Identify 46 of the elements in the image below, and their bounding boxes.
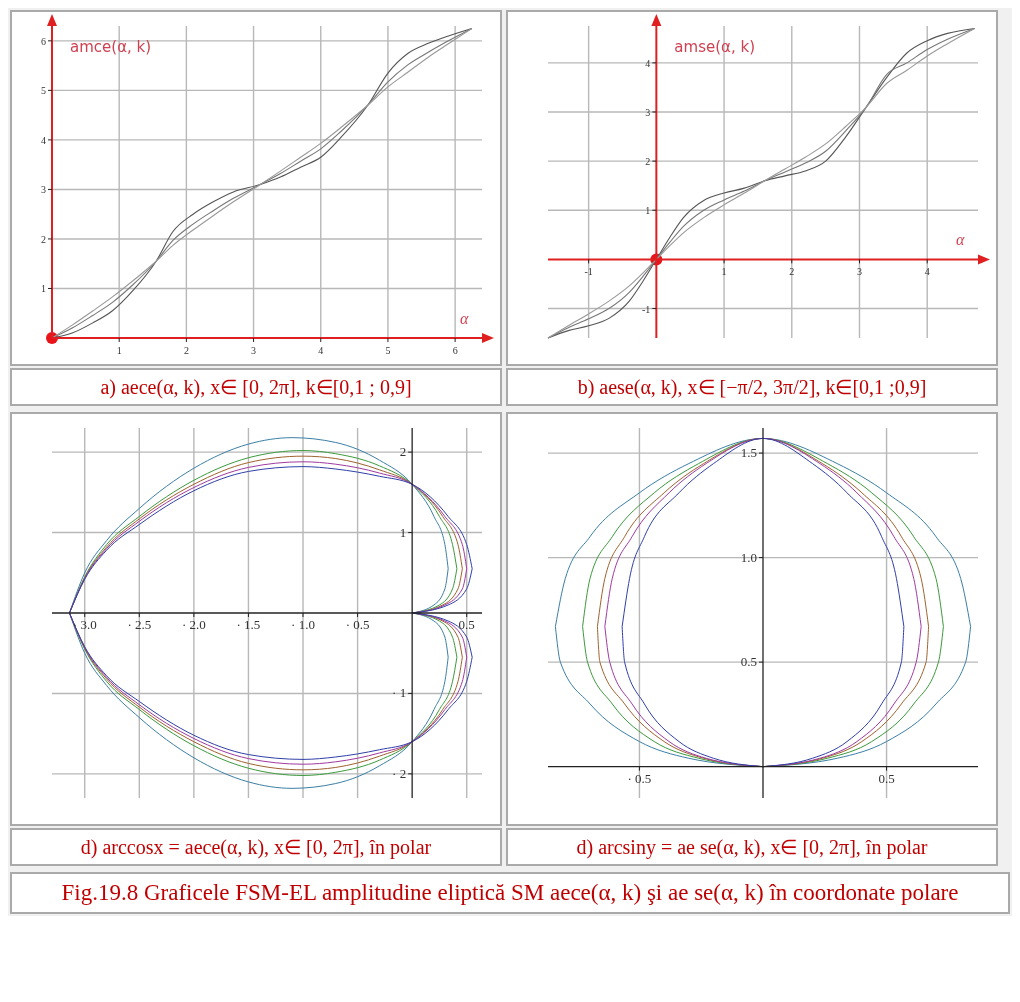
y-tick-label: 1.5 — [740, 445, 757, 461]
y-tick-label: 4 — [41, 134, 46, 146]
x-tick-label: · 1.0 — [291, 617, 315, 632]
y-tick-label: 1.0 — [740, 549, 757, 565]
x-tick-label: · 1.5 — [236, 617, 261, 632]
x-tick-label: 1 — [116, 345, 122, 356]
x-tick-label: -1 — [584, 266, 593, 278]
x-tick-label: 5 — [385, 345, 391, 356]
y-tick-label: 2 — [399, 444, 407, 460]
text: d) arcsiny = ae se(α, k), x∈ [0, 2π], în polar — [506, 828, 998, 866]
y-tick-label: 2 — [41, 233, 46, 245]
y-tick-label: 5 — [41, 85, 46, 97]
y-tick-label: 3 — [645, 106, 651, 118]
x-tick-label: · 0.5 — [627, 770, 652, 786]
y-tick-label: 4 — [645, 57, 651, 69]
text: a) aece(α, k), x∈ [0, 2π], k∈[0,1 ; 0,9] — [10, 368, 502, 406]
x-tick-label: · 2.5 — [127, 617, 152, 632]
y-tick-label: 1 — [41, 283, 46, 295]
y-tick-label: · 1 — [392, 685, 407, 701]
x-tick-label: · 3.0 — [72, 617, 97, 632]
y-axis-title: amse(α, k) — [674, 38, 756, 56]
x-axis-title: α — [460, 310, 469, 327]
x-tick-label: 2 — [789, 266, 795, 278]
y-tick-label: 0.5 — [740, 654, 757, 670]
x-tick-label: 4 — [924, 266, 930, 278]
y-axis-title: amce(α, k) — [70, 38, 152, 56]
x-tick-label: · 2.0 — [181, 617, 206, 632]
y-tick-label: 1 — [645, 205, 651, 217]
x-tick-label: · 0.5 — [345, 617, 370, 632]
y-tick-label: 3 — [41, 184, 46, 196]
y-tick-label: 1 — [399, 524, 407, 540]
y-tick-label: -1 — [642, 303, 651, 315]
x-axis-title: α — [956, 231, 965, 249]
y-tick-label: 6 — [41, 35, 46, 47]
x-tick-label: 0.5 — [458, 617, 475, 632]
x-tick-label: 1 — [721, 266, 727, 278]
x-tick-label: 4 — [318, 345, 324, 356]
text: d) arccosx = aece(α, k), x∈ [0, 2π], în polar — [10, 828, 502, 866]
x-tick-label: 3 — [857, 266, 862, 278]
caption: Fig.19.8 Graficele FSM-EL amplitudine eliptică SM aece(α, k) şi ae se(α, k) în coordonate polare — [10, 872, 1010, 914]
x-tick-label: 3 — [251, 345, 257, 356]
text: b) aese(α, k), x∈ [−π/2, 3π/2], k∈[0,1 ;0,9] — [506, 368, 998, 406]
y-tick-label: 2 — [645, 156, 651, 168]
x-tick-label: 2 — [183, 345, 189, 356]
x-tick-label: 6 — [452, 345, 458, 356]
y-tick-label: · 2 — [392, 765, 407, 781]
